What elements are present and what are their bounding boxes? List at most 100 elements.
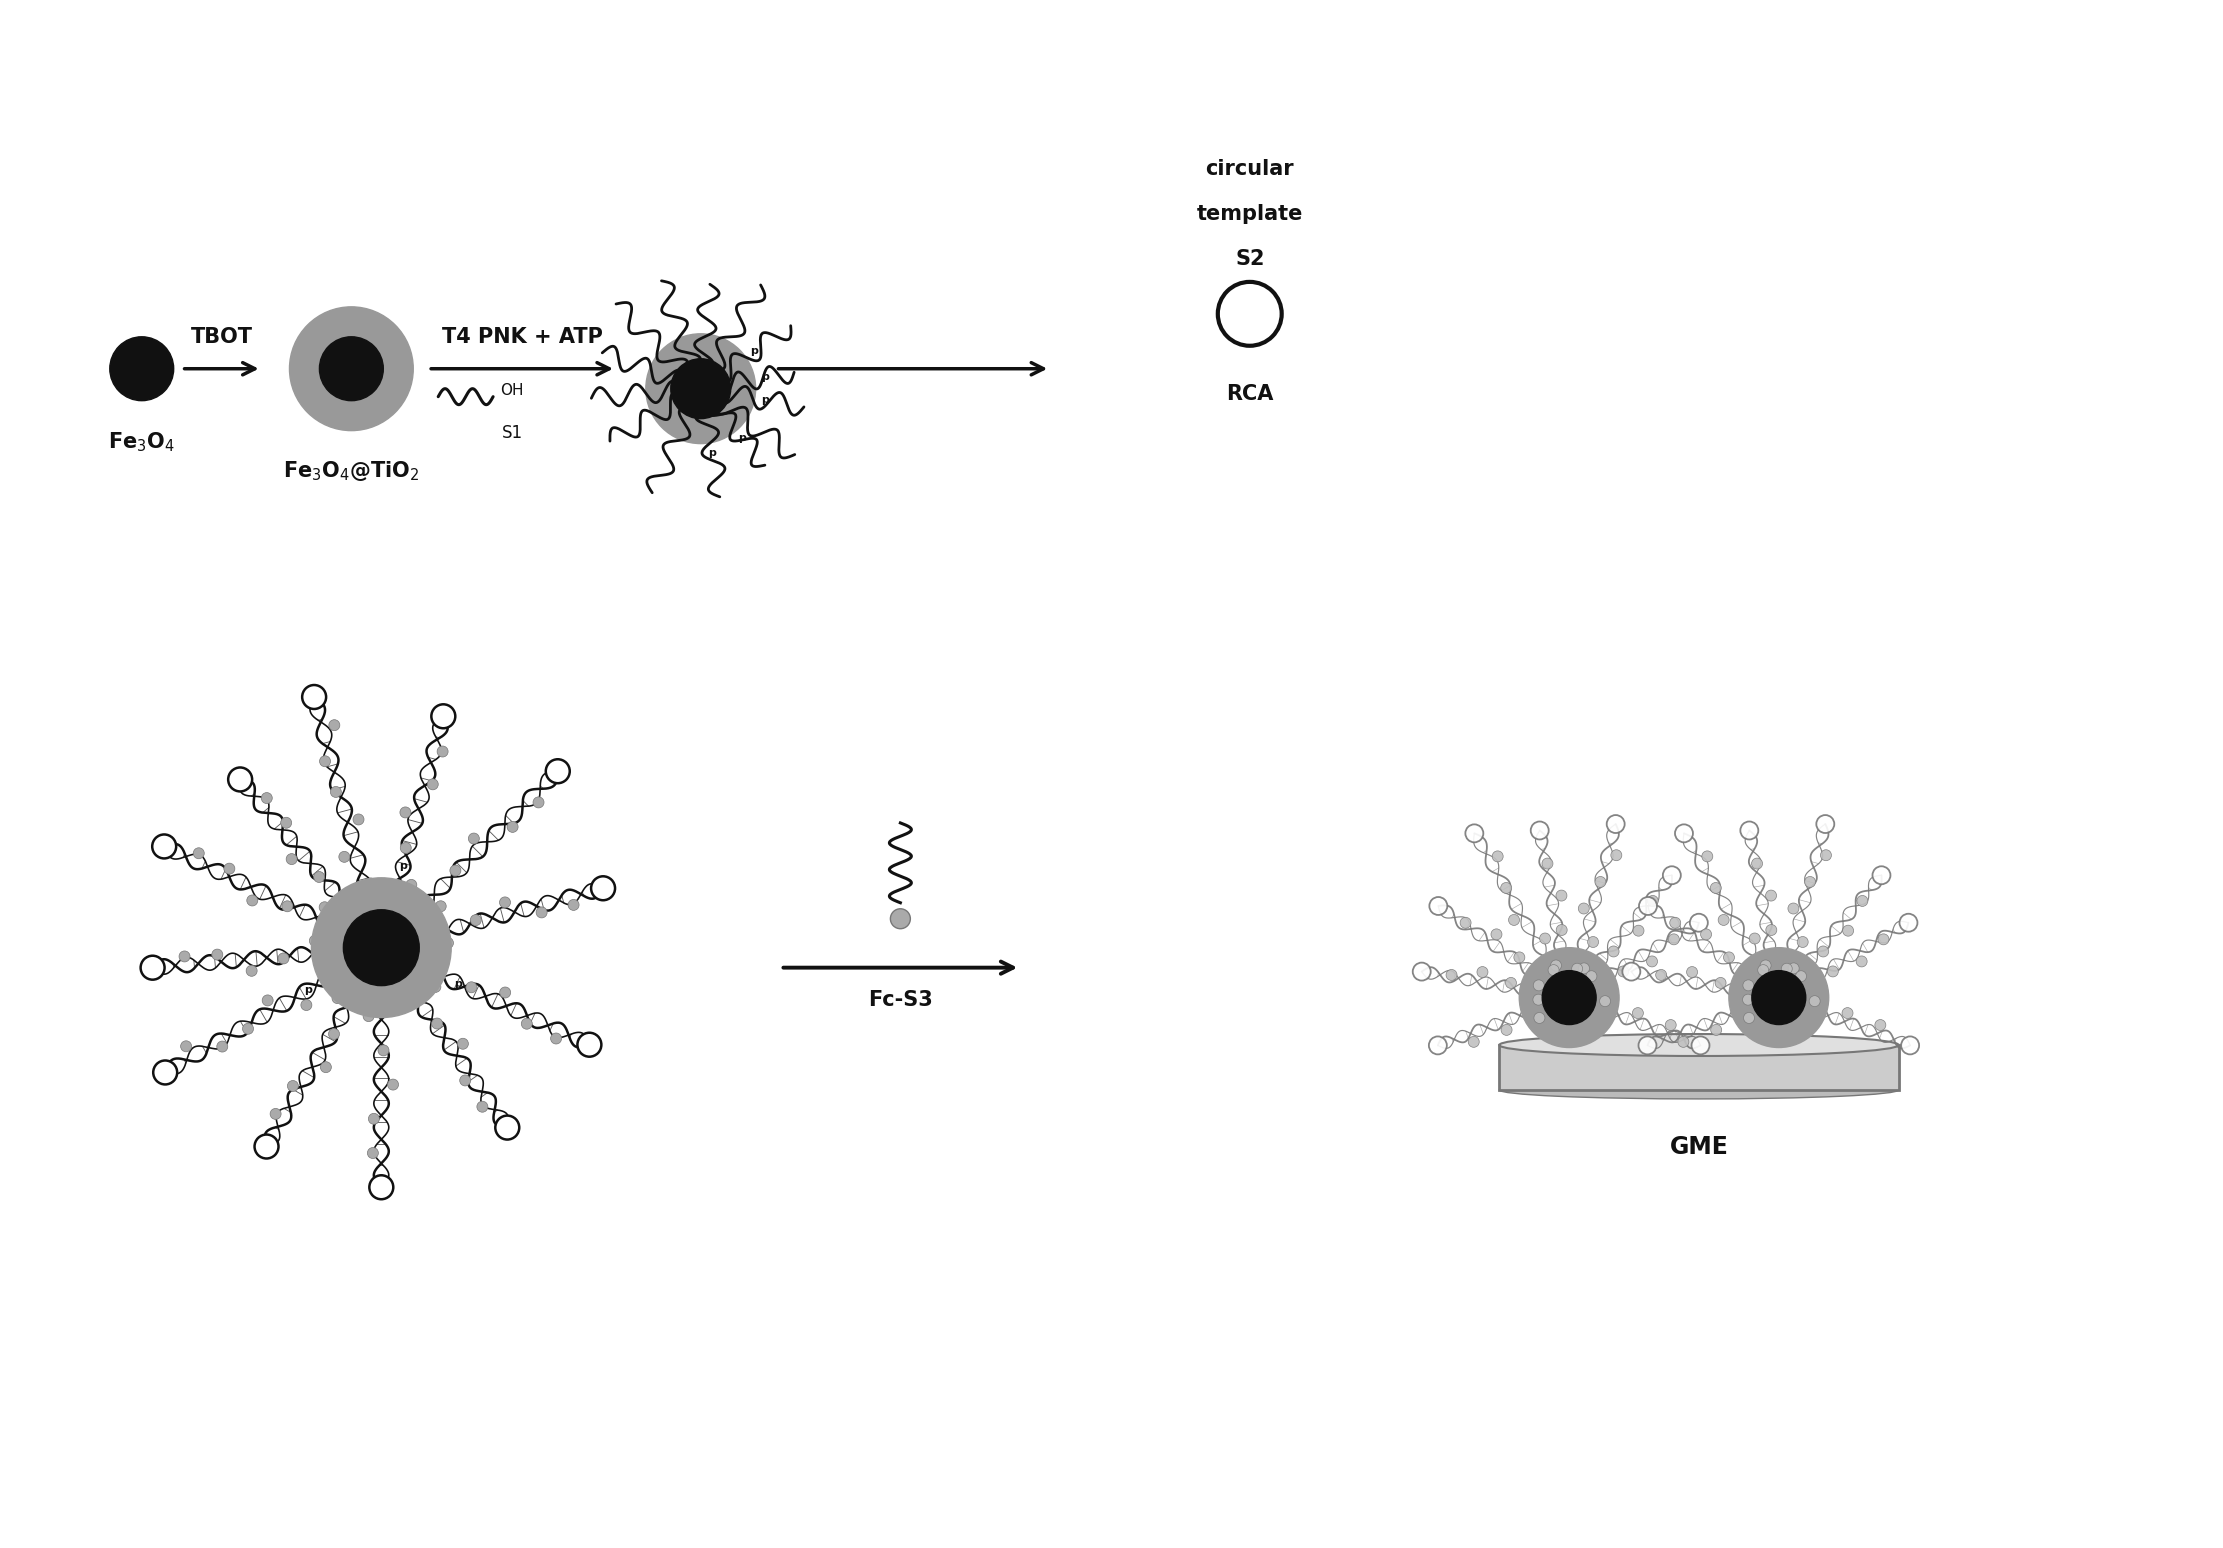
Circle shape: [460, 1074, 471, 1087]
Circle shape: [1656, 969, 1667, 980]
Circle shape: [1414, 963, 1432, 980]
Circle shape: [591, 876, 616, 901]
Circle shape: [320, 755, 331, 766]
Circle shape: [427, 779, 438, 789]
Circle shape: [1723, 952, 1734, 963]
Circle shape: [247, 966, 258, 977]
Circle shape: [569, 899, 578, 910]
Text: p: p: [760, 395, 769, 406]
Circle shape: [229, 768, 251, 791]
Circle shape: [1678, 1036, 1689, 1048]
Circle shape: [362, 972, 373, 983]
Circle shape: [1743, 994, 1754, 1005]
Circle shape: [551, 1033, 562, 1043]
Text: Fe$_3$O$_4$: Fe$_3$O$_4$: [109, 430, 176, 454]
Circle shape: [338, 851, 349, 862]
Circle shape: [342, 910, 420, 986]
Circle shape: [1687, 966, 1698, 977]
Circle shape: [320, 902, 331, 913]
Circle shape: [278, 954, 289, 964]
Circle shape: [402, 1002, 413, 1012]
Circle shape: [302, 686, 327, 709]
Circle shape: [262, 995, 273, 1006]
Circle shape: [331, 786, 342, 797]
Circle shape: [331, 992, 342, 1003]
Circle shape: [891, 909, 911, 929]
Circle shape: [320, 337, 382, 401]
Circle shape: [1743, 980, 1754, 991]
Circle shape: [242, 1023, 253, 1034]
Circle shape: [496, 1116, 520, 1139]
Circle shape: [1821, 850, 1832, 861]
Circle shape: [1818, 946, 1830, 957]
Circle shape: [151, 834, 176, 859]
Circle shape: [1587, 937, 1598, 947]
Circle shape: [1607, 946, 1618, 957]
Circle shape: [1492, 929, 1503, 940]
Text: template: template: [1196, 204, 1303, 224]
Circle shape: [1623, 963, 1641, 980]
Circle shape: [1827, 966, 1838, 977]
Circle shape: [1578, 902, 1589, 913]
Circle shape: [398, 915, 409, 926]
Text: TBOT: TBOT: [191, 327, 253, 347]
Circle shape: [1465, 825, 1483, 842]
Circle shape: [1476, 966, 1487, 977]
Circle shape: [371, 910, 382, 921]
Circle shape: [671, 359, 731, 418]
Circle shape: [1647, 895, 1658, 907]
Circle shape: [1634, 926, 1645, 937]
Circle shape: [109, 337, 173, 401]
Circle shape: [1429, 1037, 1447, 1054]
Circle shape: [500, 988, 511, 998]
Circle shape: [256, 1135, 278, 1158]
Circle shape: [329, 1028, 340, 1040]
Circle shape: [153, 1060, 178, 1085]
Circle shape: [1752, 858, 1763, 868]
Circle shape: [1856, 895, 1867, 907]
Text: S1: S1: [502, 424, 522, 441]
Circle shape: [547, 759, 569, 783]
Circle shape: [289, 307, 413, 430]
Text: RCA: RCA: [1227, 384, 1274, 404]
Circle shape: [280, 817, 291, 828]
Circle shape: [309, 935, 320, 946]
Circle shape: [1765, 924, 1776, 935]
Ellipse shape: [1498, 1034, 1898, 1056]
FancyBboxPatch shape: [1498, 1045, 1898, 1090]
Circle shape: [345, 885, 356, 896]
Circle shape: [400, 807, 411, 817]
Circle shape: [262, 793, 271, 803]
Circle shape: [436, 901, 447, 912]
Circle shape: [1761, 960, 1772, 971]
Circle shape: [407, 930, 418, 941]
Circle shape: [1607, 816, 1625, 833]
Circle shape: [1543, 858, 1554, 868]
Text: S2: S2: [1236, 249, 1265, 269]
Circle shape: [353, 921, 365, 932]
Circle shape: [1534, 994, 1545, 1005]
Circle shape: [522, 1019, 531, 1029]
Circle shape: [1669, 933, 1678, 944]
Circle shape: [1796, 937, 1807, 947]
Circle shape: [369, 1175, 393, 1200]
Circle shape: [1594, 876, 1605, 887]
Circle shape: [353, 814, 365, 825]
Circle shape: [225, 864, 236, 875]
Circle shape: [1505, 977, 1516, 988]
Circle shape: [180, 1040, 191, 1051]
Circle shape: [1618, 966, 1629, 977]
Circle shape: [1461, 918, 1472, 929]
Circle shape: [1701, 929, 1712, 940]
Circle shape: [458, 1039, 469, 1050]
Circle shape: [387, 1079, 398, 1090]
Circle shape: [1716, 977, 1725, 988]
Text: T4 PNK + ATP: T4 PNK + ATP: [442, 327, 602, 347]
Circle shape: [1712, 1025, 1721, 1036]
Circle shape: [282, 901, 293, 912]
Circle shape: [362, 1011, 373, 1022]
Text: p: p: [738, 433, 747, 443]
Circle shape: [180, 950, 189, 961]
Circle shape: [1501, 882, 1512, 893]
Circle shape: [1578, 963, 1589, 974]
